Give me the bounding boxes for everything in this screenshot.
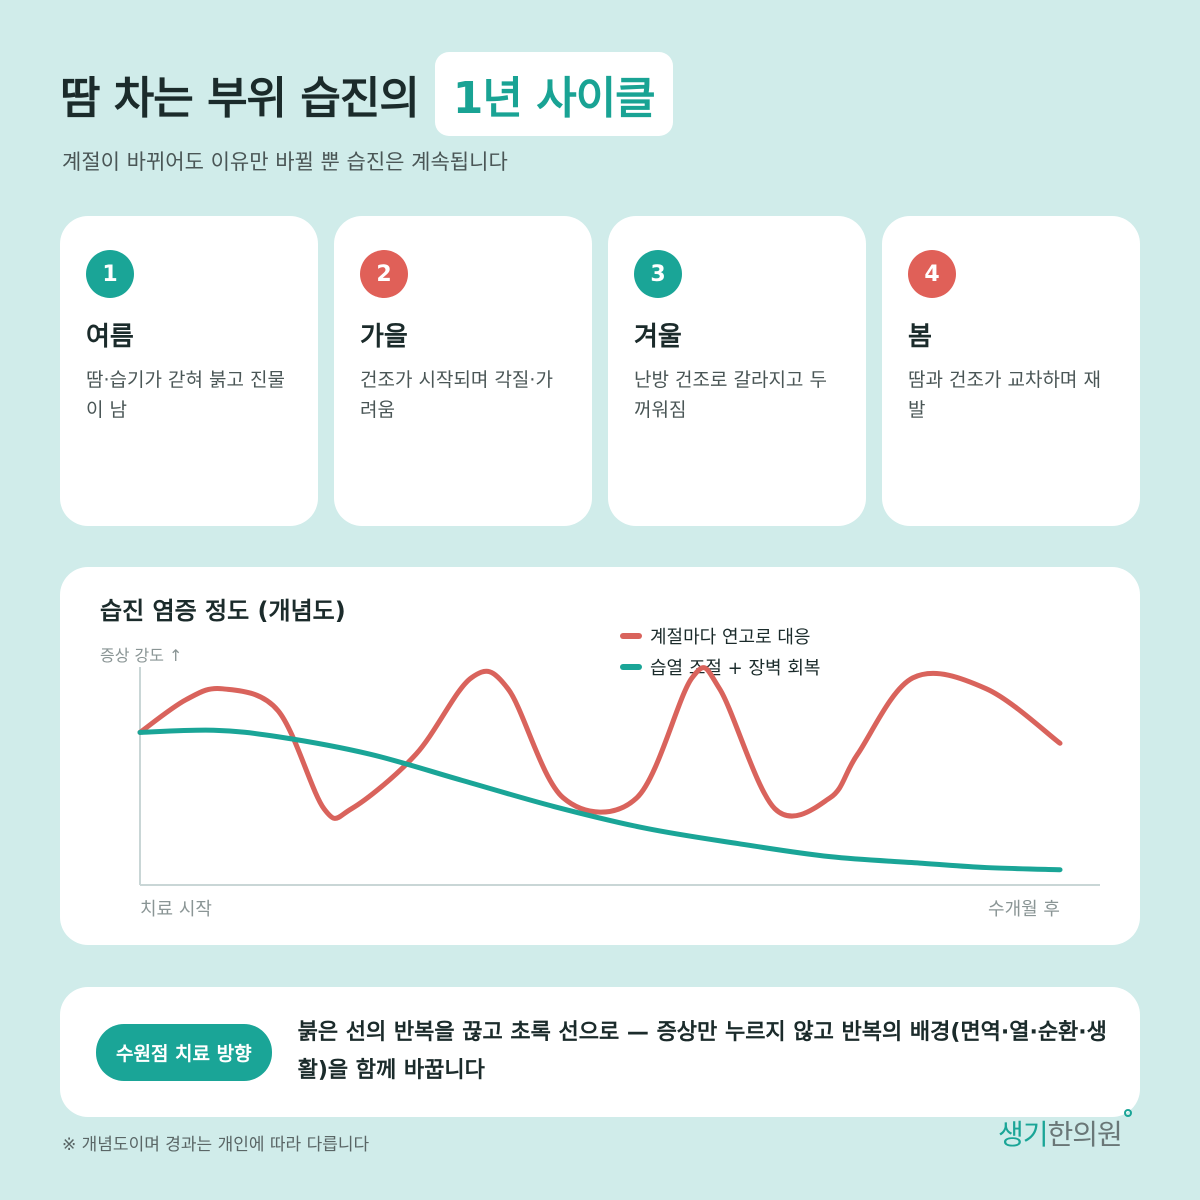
season-title: 여름 <box>86 322 134 352</box>
x-axis-end-label: 수개월 후 <box>988 899 1060 920</box>
legend-label-teal: 습열 조절 + 장벽 회복 <box>650 658 820 679</box>
season-cards: 1 여름 땀·습기가 갇혀 붉고 진물이 남 2 가을 건조가 시작되며 각질·… <box>60 216 1140 526</box>
y-axis-label: 증상 강도 ↑ <box>100 646 182 665</box>
treatment-direction-badge: 수원점 치료 방향 <box>96 1023 272 1081</box>
treatment-direction-text: 붉은 선의 반복을 끊고 초록 선으로 — 증상만 누르지 않고 반복의 배경(… <box>297 1020 1107 1083</box>
x-axis-start-label: 치료 시작 <box>140 899 212 920</box>
chart-title: 습진 염증 정도 (개념도) <box>100 597 346 625</box>
treatment-direction-card: 수원점 치료 방향 붉은 선의 반복을 끊고 초록 선으로 — 증상만 누르지 … <box>60 987 1140 1117</box>
season-card-winter: 3 겨울 난방 건조로 갈라지고 두꺼워짐 <box>608 216 866 526</box>
series-line-red <box>137 665 1063 821</box>
season-title: 겨울 <box>634 322 682 352</box>
series-line-teal <box>137 727 1063 873</box>
logo-text-b: 한의원 <box>1047 1118 1123 1151</box>
season-title: 가을 <box>360 322 408 352</box>
legend-label-red: 계절마다 연고로 대응 <box>650 627 810 648</box>
page-title: 땀 차는 부위 습진의 <box>60 73 420 124</box>
step-number-badge: 2 <box>360 250 408 298</box>
season-card-summer: 1 여름 땀·습기가 갇혀 붉고 진물이 남 <box>60 216 318 526</box>
logo-circle-icon <box>1123 1109 1132 1117</box>
series-layer <box>137 665 1063 873</box>
logo-text-a: 생기 <box>998 1118 1049 1151</box>
step-number-badge: 1 <box>86 250 134 298</box>
footnote: ※ 개념도이며 경과는 개인에 따라 다릅니다 <box>62 1135 370 1155</box>
legend-swatch-teal <box>620 664 642 670</box>
clinic-logo: 생기한의원 <box>998 1109 1132 1153</box>
header: 땀 차는 부위 습진의 1년 사이클 <box>60 52 673 136</box>
step-number-badge: 3 <box>634 250 682 298</box>
subtitle: 계절이 바뀌어도 이유만 바뀔 뿐 습진은 계속됩니다 <box>62 150 508 174</box>
line-chart: 습진 염증 정도 (개념도) 증상 강도 ↑ 치료 시작 수개월 후 계절마다 … <box>100 597 1100 920</box>
season-card-spring: 4 봄 땀과 건조가 교차하며 재발 <box>882 216 1140 526</box>
season-description: 땀과 건조가 교차하며 재발 <box>908 369 1101 421</box>
season-description: 난방 건조로 갈라지고 두꺼워짐 <box>634 369 827 421</box>
title-highlight: 1년 사이클 <box>434 52 673 136</box>
step-number-badge: 4 <box>908 250 956 298</box>
season-description: 땀·습기가 갇혀 붉고 진물이 남 <box>86 369 285 421</box>
season-title: 봄 <box>908 322 932 352</box>
chart-card: 습진 염증 정도 (개념도) 증상 강도 ↑ 치료 시작 수개월 후 계절마다 … <box>60 567 1140 945</box>
chart-legend: 계절마다 연고로 대응 습열 조절 + 장벽 회복 <box>620 627 820 679</box>
season-description: 건조가 시작되며 각질·가려움 <box>360 369 553 421</box>
legend-swatch-red <box>620 633 642 639</box>
season-card-autumn: 2 가을 건조가 시작되며 각질·가려움 <box>334 216 592 526</box>
